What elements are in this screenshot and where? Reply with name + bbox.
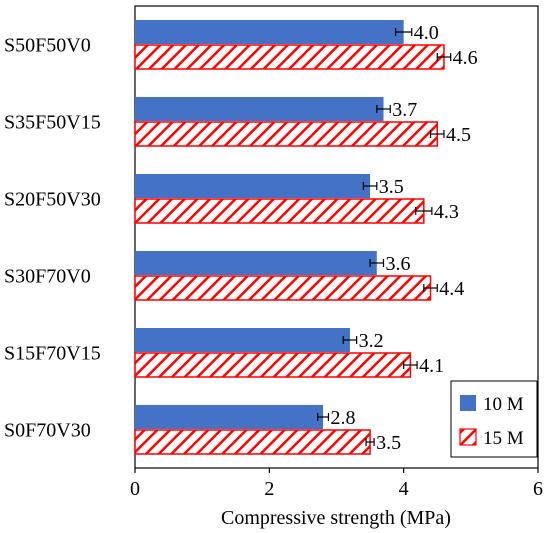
data-label-10m-s0f70v30: 2.8 [330,407,355,429]
category-label: S50F50V0 [4,35,91,57]
error-bar-10m-s50f50v0 [395,28,413,36]
category-labels: S50F50V0 S35F50V15 S20F50V30 S30F70V0 S15F70… [4,35,101,442]
category-label: S30F70V0 [4,266,91,288]
legend-label: 10 M [483,394,524,415]
legend-swatch [459,428,477,446]
error-bar-15m-s0f70v30 [365,438,375,446]
x-tick-label: 2 [264,478,274,500]
x-tick-label: 0 [130,478,140,500]
bar-15m-s50f50v0 [134,44,445,70]
bar-15m-s20f50v30 [134,198,425,224]
error-bar-15m-s35f50v15 [429,130,445,138]
data-label-15m-s15f70v15: 4.1 [419,355,444,377]
legend-label: 15 M [483,428,524,449]
bar-10m-s50f50v0 [135,20,404,44]
legend: 10 M 15 M [450,380,538,458]
error-bar-10m-s35f50v15 [376,105,391,113]
bar-10m-s30f70v0 [135,251,377,275]
data-label-15m-s0f70v30: 3.5 [376,432,401,454]
error-bar-15m-s15f70v15 [403,361,418,369]
x-tick-label: 4 [399,478,409,500]
bar-15m-s0f70v30 [134,429,371,455]
error-bar-10m-s20f50v30 [362,182,378,190]
data-label-15m-s50f50v0: 4.6 [453,47,478,69]
error-bar-10m-s15f70v15 [342,336,358,344]
plot-border [134,5,539,469]
bar-10m-s35f50v15 [135,97,384,121]
bar-15m-s15f70v15 [134,352,412,378]
category-label: S35F50V15 [4,112,101,134]
bar-10m-s20f50v30 [135,174,371,198]
bars-group: 4.0 4.6 3.7 4.5 3.5 4.3 3.6 4.4 3.2 4.1 2.8 3.5 [134,20,478,455]
bar-10m-s0f70v30 [135,405,324,429]
data-label-10m-s35f50v15: 3.7 [392,99,417,121]
data-label-15m-s35f50v15: 4.5 [446,124,471,146]
x-tick-label: 6 [533,478,543,500]
error-bar-10m-s0f70v30 [317,413,330,421]
data-label-15m-s30f70v0: 4.4 [439,278,464,300]
data-label-15m-s20f50v30: 4.3 [434,201,459,223]
error-bar-10m-s30f70v0 [369,259,385,267]
error-bar-15m-s20f50v30 [415,207,433,215]
x-axis-title: Compressive strength (MPa) [221,507,451,529]
legend-swatch [460,395,476,411]
error-bar-15m-s30f70v0 [423,284,438,292]
category-label: S20F50V30 [4,189,101,211]
data-label-10m-s15f70v15: 3.2 [359,330,384,352]
bar-10m-s15f70v15 [135,328,350,352]
bar-15m-s35f50v15 [134,121,438,147]
plot-frame [134,5,539,469]
data-label-10m-s30f70v0: 3.6 [386,253,411,275]
category-label: S0F70V30 [4,420,91,442]
bar-15m-s30f70v0 [134,275,432,301]
category-label: S15F70V15 [4,343,101,365]
data-label-10m-s20f50v30: 3.5 [379,176,404,198]
x-axis-ticks: 0 2 4 6 [130,468,543,500]
error-bar-15m-s50f50v0 [436,53,452,61]
data-label-10m-s50f50v0: 4.0 [414,22,439,44]
